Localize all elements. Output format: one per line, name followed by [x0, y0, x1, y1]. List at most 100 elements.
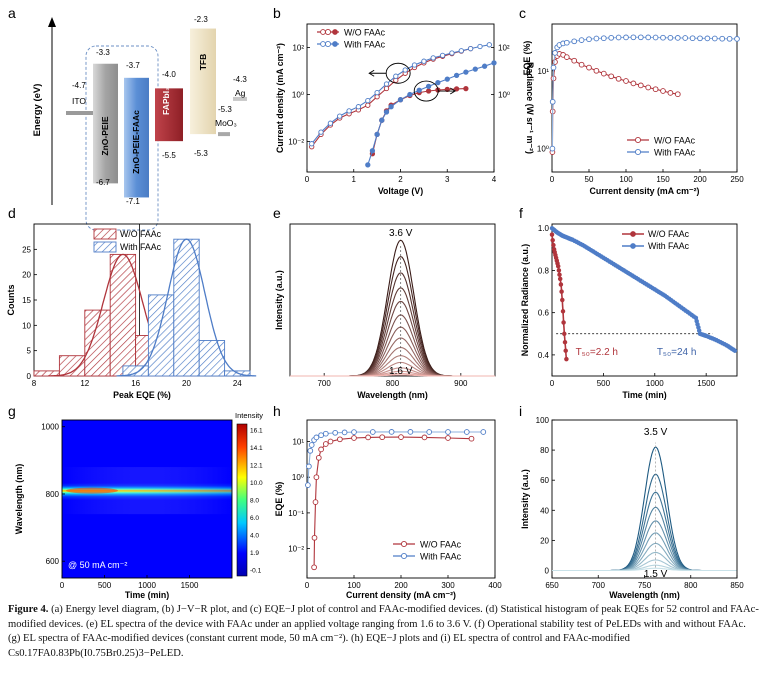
panel-h-ytick-2: 10⁻¹	[288, 509, 304, 518]
label-ito-value: -4.7	[72, 81, 86, 90]
panel-c-series-0-point-10	[586, 64, 592, 71]
label-tfb-bottom: -5.3	[194, 149, 208, 158]
panel-g-ytick-2: 1000	[41, 423, 59, 432]
panel-h-eqe-j-plot: 0 100 200 300 400 10¹ 10⁰ 10⁻¹ 10⁻² Current densi…	[274, 419, 502, 600]
panel-h-series-1-point-0	[305, 482, 311, 488]
panel-b-series-3-point-11	[444, 76, 450, 82]
panel-h-series-0-point-9	[351, 435, 357, 441]
layer-zno-peie-bar	[93, 63, 118, 184]
panel-c-series-1-point-19	[652, 34, 659, 41]
panel-f-series-0-point-26	[558, 282, 564, 287]
panel-f-ylabel: Normalized Radiance (a.u.)	[520, 244, 530, 357]
panel-g-colorbar-tick-6: 4.0	[250, 533, 259, 540]
panel-b-ylabel: Current density (mA cm⁻²)	[275, 43, 285, 153]
panel-b-xtick-0: 0	[305, 175, 310, 184]
panel-c-ytick-0: 10⁰	[537, 145, 549, 154]
panel-c-series-1-point-10	[586, 36, 592, 43]
panel-c-series-1-point-8	[571, 38, 578, 45]
panel-c-series-1-point-29	[726, 35, 733, 42]
layer-moo3-bar	[218, 132, 230, 137]
panel-c-legend-marker-0	[634, 136, 642, 144]
panel-b-series-0-line	[311, 48, 471, 148]
panel-label-c: c	[519, 5, 526, 21]
panel-h-series-0-line	[313, 436, 472, 568]
label-zno-bottom: -6.7	[96, 178, 110, 187]
panel-f-series-0-point-22	[557, 272, 562, 277]
layer-tfb-bar	[190, 28, 216, 135]
panel-g-xtick-3: 1500	[181, 581, 199, 590]
panel-f-ytick-1: 0.6	[538, 309, 550, 318]
panel-d-series-0-bar-1	[58, 355, 86, 377]
panel-b-series-1-point-1	[318, 129, 324, 135]
panel-c-ylabel: EQE (%)	[522, 41, 532, 76]
panel-labels: a b c d e f g h i	[8, 5, 526, 419]
panel-h-series-0-point-13	[421, 434, 428, 441]
panel-h-series-1-point-3	[308, 442, 315, 448]
layer-ag-name: Ag	[235, 88, 246, 98]
panel-h-xtick-2: 200	[394, 581, 408, 590]
panel-b-series-1-point-6	[365, 97, 371, 104]
panel-h-series-1-point-6	[318, 432, 324, 439]
panel-f-series-0-point-32	[560, 309, 566, 314]
layer-ito-bar	[66, 111, 94, 115]
panel-g-colorbar-tick-5: 6.0	[250, 515, 259, 522]
panel-f-series-0-point-38	[562, 339, 568, 345]
panel-h-series-0-point-7	[327, 438, 334, 445]
panel-i-ytick-0: 0	[545, 566, 550, 575]
panel-e-xtick-2: 900	[454, 379, 468, 388]
panel-h-series-0-point-8	[337, 436, 343, 443]
panel-e-curve-0	[290, 239, 495, 377]
layer-zno-peie-faac-name: ZnO-PEIE-FAAc	[131, 110, 141, 174]
panel-d-xtick-0: 8	[32, 379, 37, 388]
panel-b-series-3-point-15	[481, 63, 488, 69]
panel-c-series-1-point-14	[615, 34, 622, 41]
panel-i-el-spectra: 650 700 750 800 850 0 20 40 60 80 100 Wavelength (n…	[520, 416, 744, 600]
panel-h-series-0-point-3	[313, 474, 320, 481]
panel-c-xlabel: Current density (mA cm⁻²)	[590, 186, 700, 196]
panel-b-arrowhead-right	[449, 87, 457, 95]
panel-c-series-0-point-20	[660, 88, 666, 94]
panel-d-legend-label-1: With FAAc	[120, 242, 162, 252]
panel-d-series-0-bar-2	[84, 309, 111, 377]
panel-h-series-1-point-7	[322, 430, 329, 437]
panel-g-hotspot	[66, 487, 118, 494]
panel-e-xlabel: Wavelength (nm)	[357, 390, 428, 400]
panel-c-series-0-point-18	[645, 84, 652, 91]
panel-c-series-0-point-21	[667, 90, 674, 96]
panel-c-series-0-point-8	[571, 57, 578, 64]
panel-b-series-1-point-13	[430, 55, 436, 61]
panel-b-series-1-point-3	[337, 113, 343, 119]
panel-c-series-1-point-20	[660, 34, 666, 41]
panel-b-y2tick-0: 10⁰	[498, 90, 510, 99]
panel-b-series-3-point-10	[435, 79, 441, 86]
panel-c-series-0-point-14	[615, 75, 622, 82]
panel-c-series-0-point-22	[674, 91, 681, 98]
panel-h-series-1-point-9	[341, 429, 348, 436]
panel-b-series-1-point-7	[374, 89, 380, 96]
panel-f-xtick-2: 1000	[646, 379, 664, 388]
panel-i-ylabel: Intensity (a.u.)	[520, 469, 530, 529]
panel-b-legend-marker-0	[324, 28, 332, 36]
panel-g-colorbar-title: Intensity	[235, 411, 263, 420]
panel-b-series-3-point-2	[374, 131, 380, 138]
panel-g-xtick-0: 0	[60, 581, 65, 590]
panel-b-series-1-line	[311, 44, 490, 145]
label-zno-top: -3.3	[96, 48, 110, 57]
panel-c-series-0-point-12	[600, 70, 607, 77]
panel-a-energy-diagram: Energy (eV) ITO ZnO-PEIE ZnO-PEIE-FAAc FAPbI…	[32, 15, 247, 231]
panel-b-legend-marker-1	[324, 40, 332, 48]
panel-c-series-0-point-19	[652, 86, 659, 93]
panel-h-series-1-point-8	[332, 429, 339, 436]
panel-b-series-3-point-7	[407, 91, 413, 98]
panel-h-series-1-point-5	[313, 434, 320, 441]
panel-h-series-0-point-11	[379, 434, 386, 441]
panel-f-xlabel: Time (min)	[622, 390, 666, 400]
panel-h-series-1-point-17	[480, 429, 487, 435]
panel-f-ytick-3: 1.0	[538, 224, 550, 233]
panel-f-t50-faac: T₅₀=24 h	[657, 347, 697, 358]
panel-label-d: d	[8, 205, 16, 221]
caption-text: (a) Energy level diagram, (b) J−V−R plot…	[8, 604, 759, 659]
panel-b-series-3-point-1	[369, 148, 376, 154]
panel-b-series-2-point-8	[425, 88, 432, 94]
panel-i-xtick-3: 800	[684, 581, 698, 590]
